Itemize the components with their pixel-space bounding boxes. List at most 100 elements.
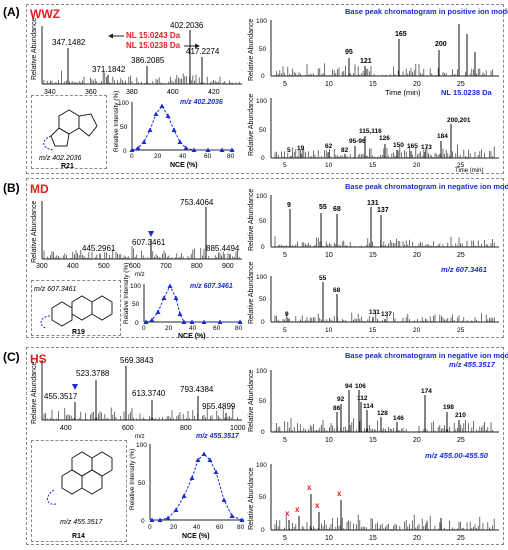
nce-marker bbox=[177, 139, 183, 144]
a-nce-ytick-100: 100 bbox=[118, 100, 129, 107]
a-nce-title: m/z 402.2036 bbox=[180, 99, 223, 106]
nce-marker bbox=[143, 319, 149, 324]
svg-text:m/z 607.3461: m/z 607.3461 bbox=[441, 265, 487, 274]
svg-text:15: 15 bbox=[369, 535, 377, 542]
svg-text:10: 10 bbox=[325, 437, 333, 444]
svg-text:20: 20 bbox=[413, 252, 421, 259]
svg-text:5: 5 bbox=[283, 327, 287, 334]
panel-c-ms-spectrum: Relative Abundance 455.3517 523.3788 569… bbox=[31, 356, 246, 440]
svg-text:68: 68 bbox=[333, 206, 341, 213]
svg-text:131: 131 bbox=[367, 200, 379, 207]
svg-text:Base peak chromatogram in neg: Base peak chromatogram in negative ion m… bbox=[345, 182, 508, 191]
panel-b-box bbox=[26, 178, 504, 338]
svg-text:82: 82 bbox=[341, 147, 349, 154]
svg-text:1000: 1000 bbox=[230, 425, 246, 432]
svg-text:Relative Abundance: Relative Abundance bbox=[31, 362, 38, 424]
svg-text:800: 800 bbox=[191, 263, 203, 270]
nce-marker bbox=[213, 469, 219, 474]
svg-text:9: 9 bbox=[287, 202, 291, 209]
a-ms-tick-360: 360 bbox=[85, 89, 97, 96]
nce-marker bbox=[165, 515, 171, 520]
svg-text:523.3788: 523.3788 bbox=[76, 369, 110, 378]
a-bpc-lbl-200: 200 bbox=[435, 41, 447, 48]
svg-text:5: 5 bbox=[283, 252, 287, 259]
a-nce-xlabel: NCE (%) bbox=[170, 162, 198, 169]
c-xic-marker: x bbox=[337, 489, 342, 498]
b-xic-plot: m/z 607.3461 Relative Abundance 0 50 100… bbox=[248, 262, 499, 334]
svg-text:955.4899: 955.4899 bbox=[202, 402, 236, 411]
svg-text:150: 150 bbox=[393, 142, 404, 149]
svg-text:5: 5 bbox=[283, 437, 287, 444]
nce-marker bbox=[201, 319, 207, 324]
nce-marker bbox=[207, 457, 213, 462]
a-ms-tick-380: 380 bbox=[126, 89, 138, 96]
svg-text:900: 900 bbox=[222, 263, 234, 270]
svg-text:10: 10 bbox=[325, 162, 333, 169]
svg-text:m/z: m/z bbox=[135, 272, 145, 278]
nce-marker bbox=[191, 147, 197, 152]
svg-text:0: 0 bbox=[135, 320, 139, 327]
b-nce-plot: m/z 607.3461 Relative Intensity (%) 0 50… bbox=[123, 263, 243, 340]
svg-text:0: 0 bbox=[261, 73, 265, 80]
svg-text:10: 10 bbox=[325, 535, 333, 542]
svg-text:126: 126 bbox=[379, 135, 390, 142]
nce-marker bbox=[141, 139, 147, 144]
a-compound-mz: m/z 402.2036 bbox=[39, 155, 82, 162]
svg-text:131: 131 bbox=[369, 309, 380, 316]
svg-text:Relative Abundance: Relative Abundance bbox=[248, 262, 255, 324]
a-peak-417: 417.2274 bbox=[186, 47, 220, 56]
nce-marker bbox=[155, 309, 161, 314]
svg-text:50: 50 bbox=[259, 398, 267, 405]
nce-marker bbox=[161, 295, 167, 300]
a-bpc-trace bbox=[274, 24, 495, 76]
nce-marker bbox=[183, 145, 189, 150]
svg-text:50: 50 bbox=[132, 301, 140, 308]
svg-text:100: 100 bbox=[256, 193, 267, 200]
panel-c-box bbox=[26, 347, 504, 545]
nce-marker bbox=[159, 103, 165, 108]
c-xic-marker: x bbox=[285, 509, 290, 518]
svg-text:94: 94 bbox=[345, 383, 353, 390]
nce-marker bbox=[221, 497, 227, 502]
nce-curve-line bbox=[145, 284, 240, 323]
a-peak-347: 347.1482 bbox=[52, 38, 86, 47]
svg-text:50: 50 bbox=[259, 494, 267, 501]
svg-text:55: 55 bbox=[319, 275, 327, 282]
svg-text:5: 5 bbox=[283, 81, 287, 88]
svg-text:m/z 455.3517: m/z 455.3517 bbox=[196, 433, 240, 440]
svg-text:112: 112 bbox=[357, 395, 368, 402]
svg-text:100: 100 bbox=[256, 98, 267, 105]
a-nl-label-1: NL 15.0243 Da bbox=[126, 31, 181, 40]
nce-marker bbox=[239, 517, 245, 522]
svg-text:500: 500 bbox=[98, 263, 110, 270]
svg-text:62: 62 bbox=[325, 143, 333, 150]
svg-text:115,116: 115,116 bbox=[359, 128, 382, 135]
svg-text:885.4494: 885.4494 bbox=[206, 244, 240, 253]
a-bpc-xlabel: Time (min) bbox=[385, 88, 421, 97]
svg-text:0: 0 bbox=[261, 319, 265, 326]
svg-text:0: 0 bbox=[261, 155, 265, 162]
c-structure-box bbox=[31, 440, 127, 542]
svg-text:20: 20 bbox=[413, 81, 421, 88]
svg-text:m/z: m/z bbox=[135, 434, 145, 440]
svg-text:Relative Abundance: Relative Abundance bbox=[31, 201, 38, 263]
c-xic-plot: m/z 455.00-455.50 Relative Abundance 0 5… bbox=[248, 451, 499, 542]
nce-marker bbox=[173, 295, 179, 300]
c-nce-plot: m/z 455.3517 Relative Intensity (%) 0 50… bbox=[129, 433, 245, 540]
svg-text:20: 20 bbox=[413, 535, 421, 542]
nce-marker bbox=[181, 319, 187, 324]
panel-a-sample: WWZ bbox=[30, 7, 60, 21]
svg-text:Relative Intensity (%): Relative Intensity (%) bbox=[123, 263, 130, 324]
svg-text:174: 174 bbox=[421, 388, 432, 395]
svg-text:m/z 607.3461: m/z 607.3461 bbox=[34, 286, 77, 293]
nce-marker bbox=[229, 147, 235, 152]
nce-marker bbox=[237, 319, 243, 324]
svg-text:700: 700 bbox=[160, 263, 172, 270]
svg-text:613.3740: 613.3740 bbox=[132, 389, 166, 398]
svg-text:NCE (%): NCE (%) bbox=[182, 533, 210, 540]
nce-marker bbox=[153, 111, 159, 116]
a-bpc-lbl-95: 95 bbox=[345, 49, 353, 56]
a-nce-xtick-20: 20 bbox=[154, 153, 162, 160]
svg-text:146: 146 bbox=[393, 415, 404, 422]
